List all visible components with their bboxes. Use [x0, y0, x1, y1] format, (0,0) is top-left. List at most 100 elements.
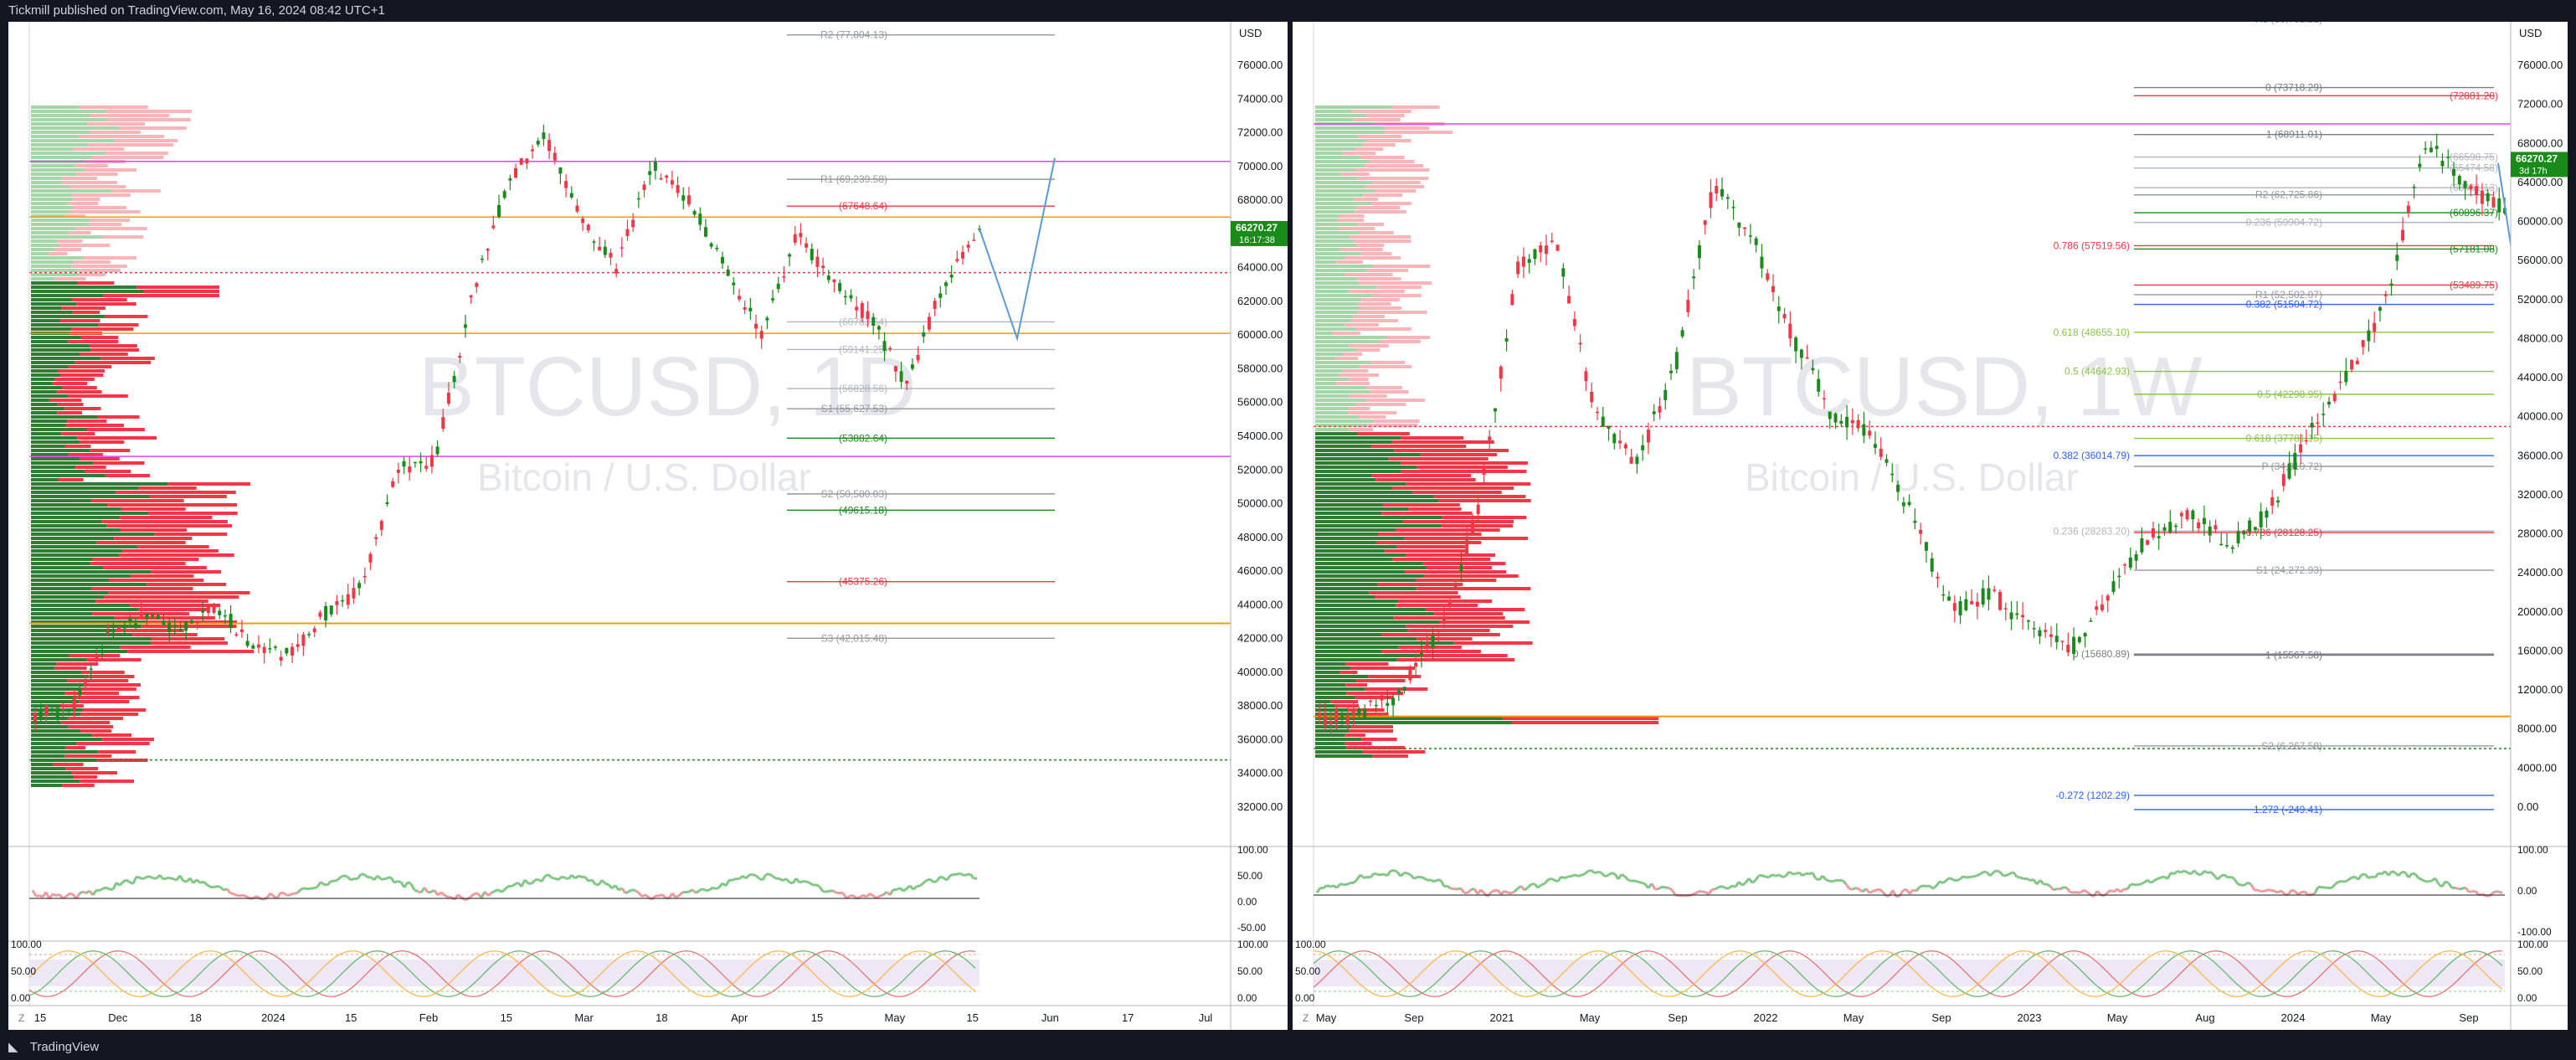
candle-body — [291, 646, 295, 656]
time-tick: 15 — [34, 1011, 46, 1024]
candle-body — [1868, 430, 1872, 436]
chart-panel-right[interactable]: BTCUSD, 1W Bitcoin / U.S. Dollar R3 (80,73… — [1293, 22, 2568, 1030]
candle-body — [1521, 256, 1525, 267]
price-tick: 60000.00 — [2517, 215, 2563, 228]
time-tick: 18 — [656, 1011, 667, 1024]
candle-body — [855, 306, 859, 311]
candle-body — [525, 158, 529, 164]
candle-body — [872, 316, 876, 326]
candle-body — [2162, 527, 2167, 531]
candle-body — [2429, 147, 2433, 152]
candle-body — [95, 656, 99, 659]
candle-body — [2236, 531, 2240, 543]
time-tick: Sep — [1404, 1011, 1423, 1024]
candle-body — [1958, 600, 1962, 615]
candle-body — [480, 258, 484, 260]
price-badge-value: 66270.27 — [2516, 152, 2558, 164]
candle-body — [726, 269, 730, 276]
footer-bar: ◣ TradingView — [0, 1035, 2576, 1060]
time-tick: Mar — [574, 1011, 594, 1024]
candle-body — [1555, 244, 1560, 251]
osc1-tick: 50.00 — [1237, 870, 1262, 882]
candle-body — [720, 257, 724, 264]
candle-body — [307, 634, 311, 635]
z-toggle[interactable]: Z — [18, 1012, 24, 1024]
projection-arrow[interactable] — [979, 157, 1056, 342]
candle-body — [184, 621, 188, 631]
level-label: 0.5 (44642.93) — [2064, 366, 2130, 378]
candle-body — [2424, 148, 2428, 150]
candle-body — [1805, 357, 1809, 359]
currency-label: USD — [2519, 27, 2542, 39]
price-tick: 32000.00 — [2517, 488, 2563, 501]
price-tick: 48000.00 — [1237, 531, 1283, 543]
z-toggle[interactable]: Z — [1303, 1012, 1309, 1024]
candle-body — [575, 205, 579, 212]
candle-body — [1731, 207, 1735, 208]
price-tick: 64000.00 — [2517, 176, 2563, 188]
price-tick: 56000.00 — [2517, 254, 2563, 266]
candle-body — [1987, 588, 1991, 600]
level-label: (57181.08) — [2450, 243, 2498, 255]
candle-body — [2383, 294, 2388, 296]
osc2-tick-left: 0.00 — [1295, 992, 1315, 1004]
time-tick: Feb — [419, 1011, 438, 1024]
candle-body — [1998, 592, 2003, 610]
candle-body — [2475, 186, 2479, 196]
candle-body — [134, 623, 138, 627]
candle-body — [1345, 716, 1350, 725]
candle-body — [212, 604, 216, 613]
candle-body — [1465, 536, 1469, 554]
candle-body — [1692, 276, 1696, 279]
candle-body — [201, 610, 205, 613]
candle-body — [648, 171, 652, 175]
candle-body — [1567, 296, 1571, 304]
chart-right[interactable]: BTCUSD, 1W Bitcoin / U.S. Dollar R3 (80,73… — [1293, 22, 2568, 1030]
level-label: 1 (68911.01) — [2266, 129, 2322, 141]
level-label: R2 (62,725.86) — [2255, 189, 2322, 201]
chart-left[interactable]: BTCUSD, 1D Bitcoin / U.S. Dollar R2 (77,80… — [8, 22, 1288, 1030]
time-tick: May — [1843, 1011, 1864, 1024]
candle-body — [413, 461, 417, 464]
candle-body — [514, 167, 518, 178]
candle-body — [469, 295, 473, 298]
level-label: (72881.20) — [2450, 90, 2498, 101]
candle-body — [949, 275, 954, 278]
candle-body — [151, 615, 155, 617]
candle-body — [1323, 713, 1327, 726]
candle-body — [128, 617, 132, 622]
osc2-line — [28, 950, 976, 997]
candle-body — [631, 219, 635, 228]
candle-body — [446, 393, 450, 404]
candle-body — [2077, 636, 2081, 643]
candle-body — [799, 233, 803, 238]
candle-body — [1357, 708, 1361, 714]
candle-body — [542, 132, 546, 139]
chart-panel-left[interactable]: BTCUSD, 1D Bitcoin / U.S. Dollar R2 (77,80… — [8, 22, 1288, 1030]
candle-body — [2117, 575, 2121, 578]
candle-body — [496, 204, 501, 217]
price-tick: 52000.00 — [2517, 293, 2563, 306]
level-label: S1 (24,272.93) — [2256, 564, 2322, 576]
candle-body — [843, 296, 847, 298]
candle-body — [245, 641, 249, 646]
publisher-bar: Tickmill published on TradingView.com, M… — [0, 0, 2576, 22]
candle-body — [2225, 545, 2229, 547]
candle-body — [1340, 715, 1345, 718]
price-tick: 38000.00 — [1237, 699, 1283, 712]
candle-body — [2197, 522, 2201, 528]
candle-body — [486, 249, 490, 251]
candle-body — [698, 214, 702, 225]
osc1-tick: 100.00 — [2517, 844, 2548, 856]
price-tick: 70000.00 — [1237, 160, 1283, 172]
candle-body — [1970, 600, 1974, 605]
candle-body — [1578, 342, 1582, 345]
candle-body — [1476, 504, 1480, 514]
candle-body — [838, 283, 842, 291]
level-label: -0.272 (1202.29) — [2055, 790, 2130, 801]
candle-body — [341, 599, 345, 602]
level-label: 0 (15680.89) — [2073, 648, 2130, 660]
candle-body — [659, 178, 663, 180]
candle-body — [893, 366, 897, 372]
price-tick: 58000.00 — [1237, 362, 1283, 374]
